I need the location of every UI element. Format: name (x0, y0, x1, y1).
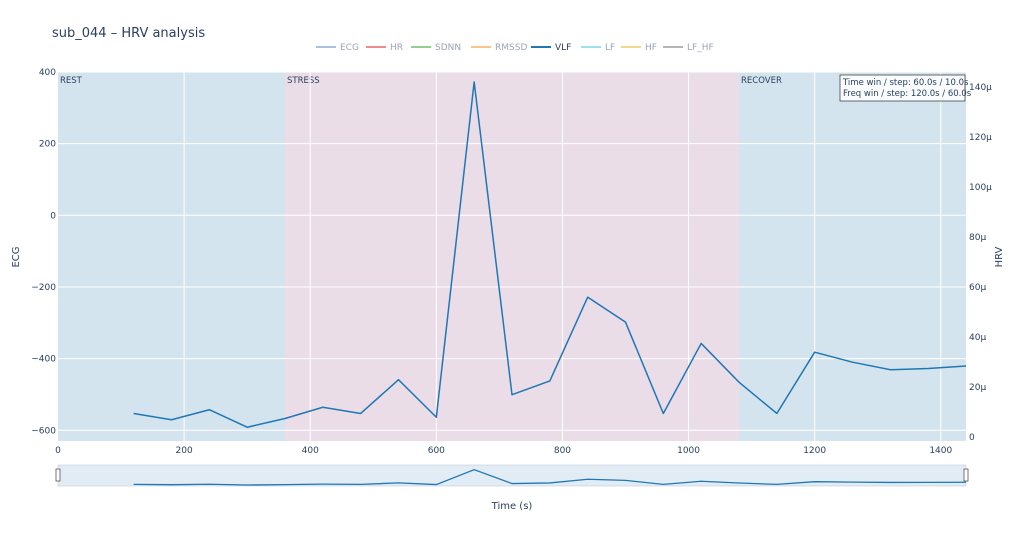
y-right-tick-label: 40µ (969, 333, 986, 343)
y-left-tick-label: −600 (31, 426, 56, 436)
legend-entry-lf: LF (605, 43, 615, 53)
x-tick-label: 200 (176, 446, 193, 456)
legend[interactable]: ECG HR SDNN RMSSD VLF LF HF LF_HF (316, 43, 714, 53)
y-left-tick-label: −200 (31, 283, 56, 293)
y-axis-title-left: ECG (11, 246, 22, 267)
y-left-tick-label: 400 (39, 68, 56, 78)
y-left-tick-label: 200 (39, 140, 56, 150)
y-right-tick-label: 80µ (969, 233, 986, 243)
phase-band (739, 72, 966, 441)
x-tick-label: 600 (428, 446, 445, 456)
range-slider-track (58, 465, 966, 486)
range-slider-handle-right (964, 469, 968, 481)
phase-label: RECOVER (741, 76, 782, 86)
x-tick-label: 1200 (803, 446, 826, 456)
x-tick-label: 800 (554, 446, 571, 456)
y-left-tick-label: −400 (31, 355, 56, 365)
y-right-tick-label: 0 (969, 433, 975, 443)
phase-band (58, 72, 285, 441)
chart-title: sub_044 – HRV analysis (52, 26, 205, 41)
phase-band (285, 72, 739, 441)
phase-label: REST (60, 76, 83, 86)
legend-entry-lf_hf: LF_HF (687, 43, 714, 53)
range-slider[interactable] (56, 465, 968, 486)
y-right-tick-label: 120µ (969, 133, 992, 143)
x-axis-title: Time (s) (491, 501, 533, 512)
legend-entry-ecg: ECG (340, 43, 359, 53)
y-right-tick-label: 60µ (969, 283, 986, 293)
y-right-tick-label: 20µ (969, 383, 986, 393)
x-tick-label: 1400 (929, 446, 952, 456)
y-right-tick-label: 100µ (969, 183, 992, 193)
plot-area[interactable]: REST STRESS RECOVER 0 200 400 600 800 1000 1200 14… (31, 68, 992, 456)
legend-entry-vlf: VLF (555, 43, 571, 53)
annotation-line: Time win / step: 60.0s / 10.0s (842, 78, 969, 88)
x-tick-label: 400 (302, 446, 319, 456)
legend-entry-rmssd: RMSSD (495, 43, 527, 53)
legend-entry-hf: HF (645, 43, 657, 53)
x-tick-label: 0 (55, 446, 61, 456)
legend-entry-hr: HR (390, 43, 403, 53)
range-slider-handle-left (56, 469, 60, 481)
annotation-line: Freq win / step: 120.0s / 60.0s (843, 89, 972, 99)
y-left-tick-label: 0 (50, 211, 56, 221)
phase-label: STRESS (287, 76, 320, 86)
x-tick-label: 1000 (677, 446, 700, 456)
y-axis-title-right: HRV (994, 246, 1005, 267)
y-right-tick-label: 140µ (969, 83, 992, 93)
legend-entry-sdnn: SDNN (435, 43, 461, 53)
